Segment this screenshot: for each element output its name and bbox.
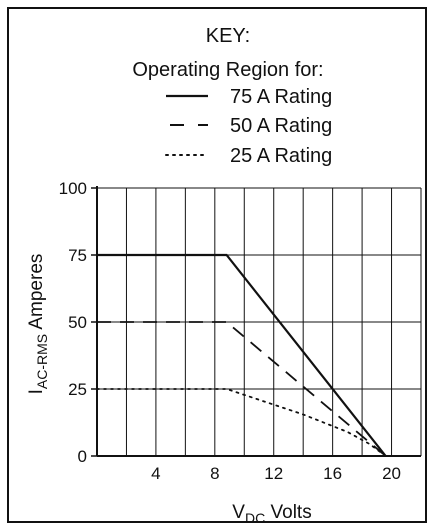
x-axis-title: VDC Volts (232, 502, 311, 526)
y-tick-label-0: 0 (78, 447, 87, 466)
y-tick-label-25: 25 (68, 380, 87, 399)
x-tick-label-4: 4 (151, 464, 160, 483)
tick-labels: 0 25 50 75 100 4 8 12 16 20 (59, 179, 401, 483)
legend-label-1: 75 A Rating (230, 86, 332, 108)
plot-series (96, 253, 387, 457)
y-tick-label-75: 75 (68, 246, 87, 265)
legend-label-3: 25 A Rating (230, 145, 332, 167)
legend-label-2: 50 A Rating (230, 115, 332, 137)
y-tick-label-50: 50 (68, 313, 87, 332)
legend: KEY: Operating Region for: 75 A Rating 50… (132, 25, 332, 167)
legend-title: KEY: (206, 25, 250, 47)
x-tick-label-16: 16 (323, 464, 342, 483)
series-line-3 (96, 388, 387, 457)
series-line-1 (97, 253, 387, 457)
y-axis-title: IAC-RMS Amperes (26, 254, 50, 395)
x-tick-label-20: 20 (382, 464, 401, 483)
plot-axes (91, 186, 421, 457)
x-tick-label-8: 8 (210, 464, 219, 483)
legend-subtitle: Operating Region for: (132, 59, 323, 81)
x-tick-label-12: 12 (264, 464, 283, 483)
plot-grid (97, 187, 422, 457)
y-tick-label-100: 100 (59, 179, 87, 198)
